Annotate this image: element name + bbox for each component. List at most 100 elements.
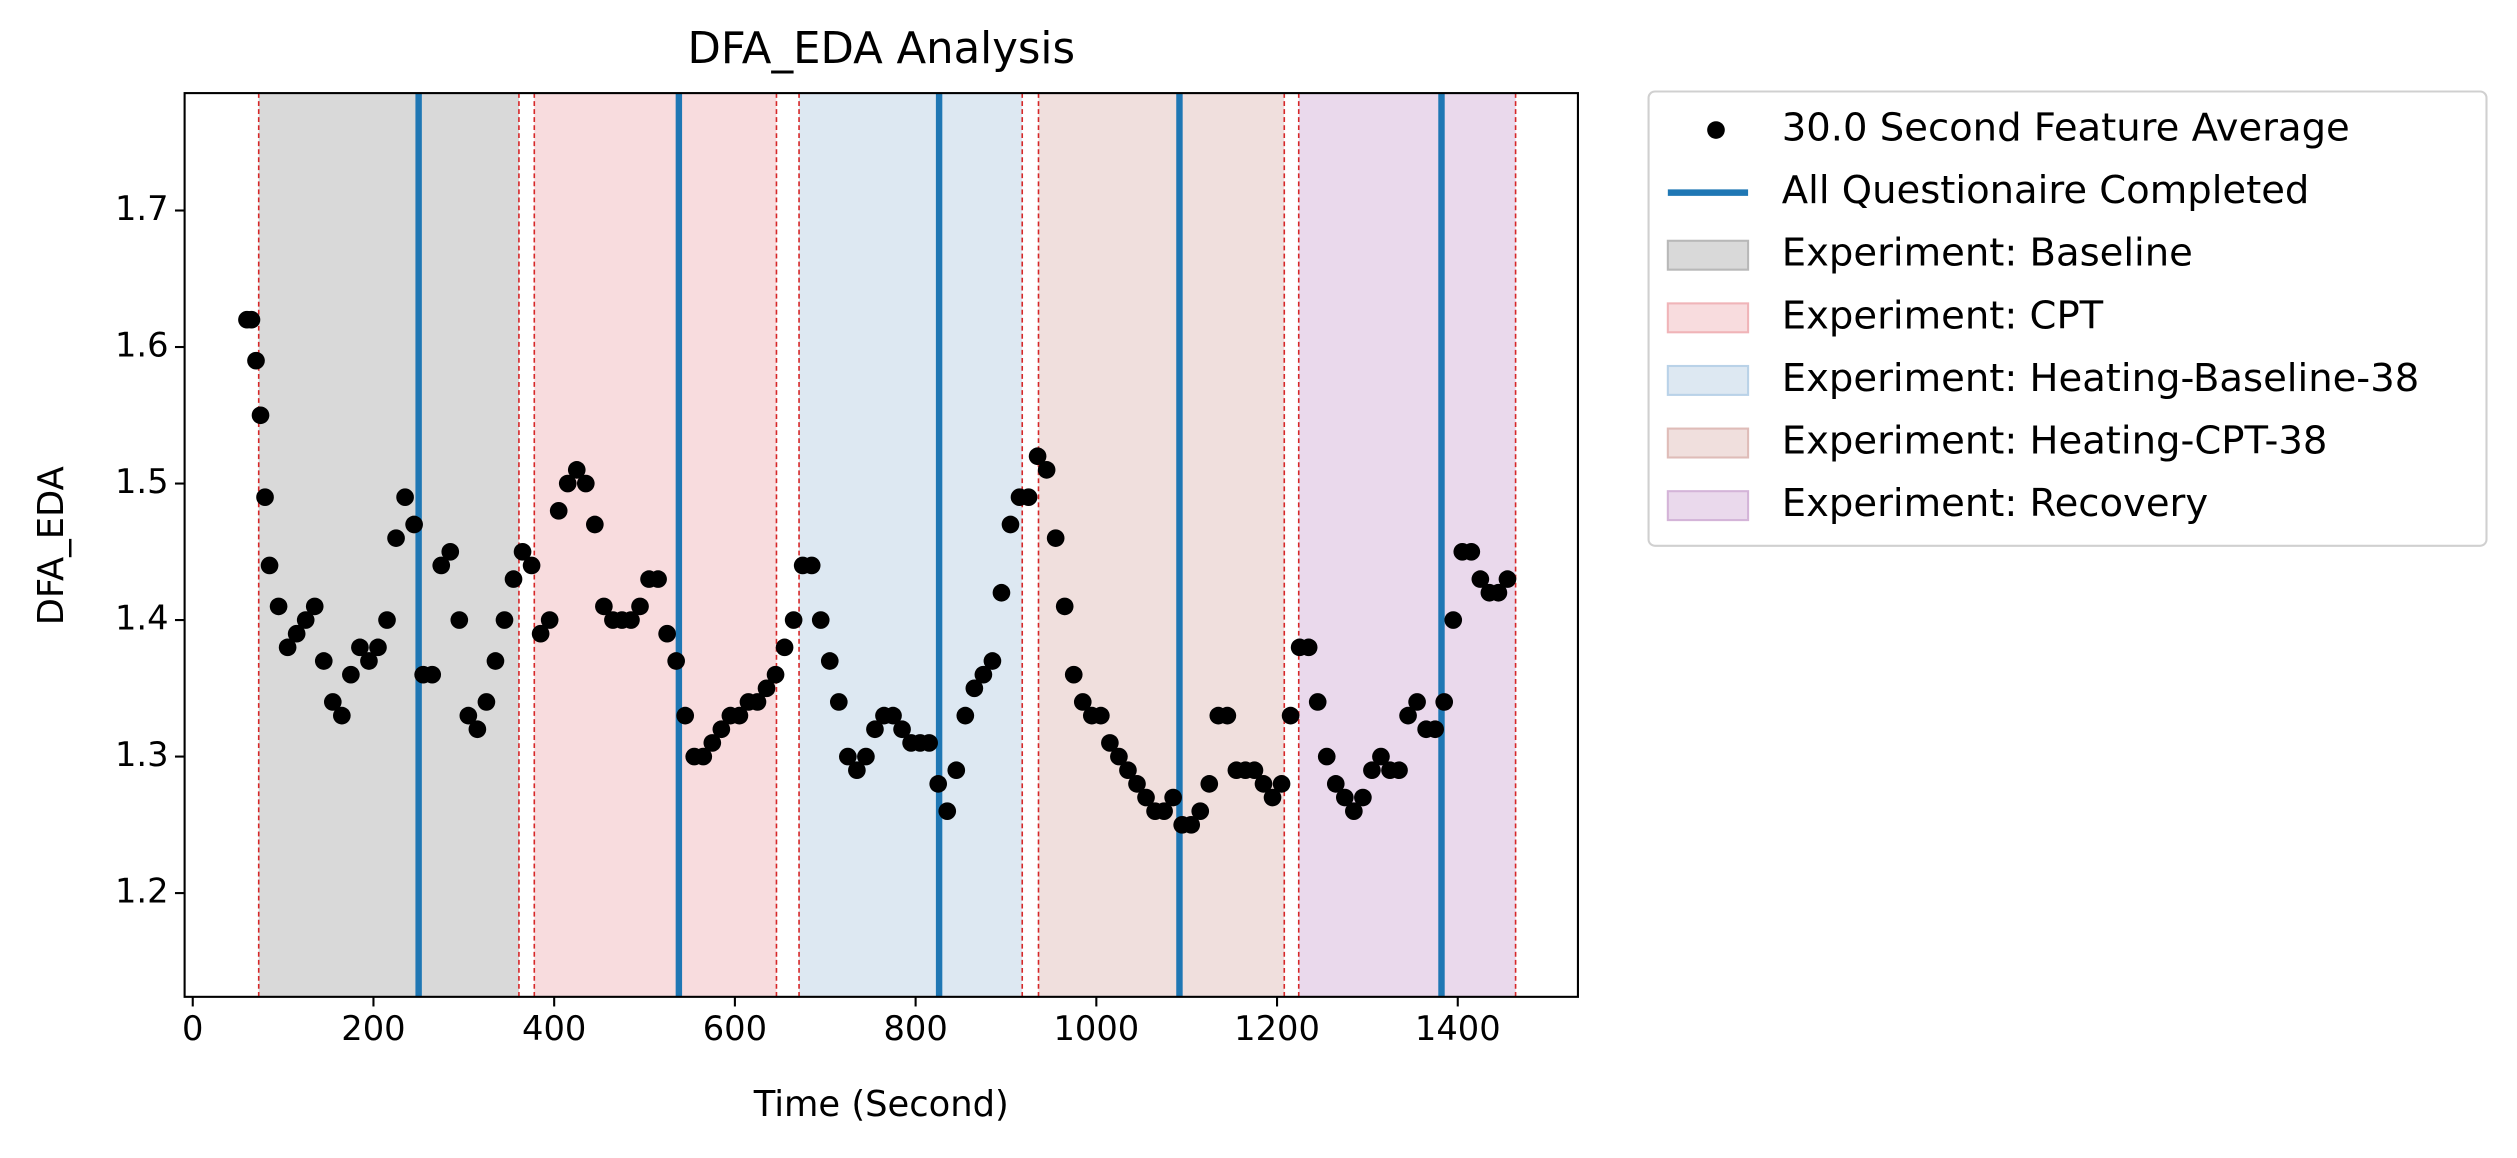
region <box>799 93 1023 997</box>
data-point <box>531 624 550 643</box>
y-tick-label: 1.7 <box>115 189 169 228</box>
data-point <box>1471 570 1490 588</box>
data-point <box>1498 570 1517 588</box>
data-point <box>667 652 685 670</box>
data-point <box>314 652 333 670</box>
data-point <box>567 461 586 479</box>
x-tick-label: 1400 <box>1415 1009 1501 1048</box>
legend-swatch <box>1666 239 1750 271</box>
data-point <box>558 474 577 493</box>
data-point <box>441 542 460 561</box>
data-point <box>1155 802 1173 821</box>
legend-label: Experiment: Heating-Baseline-38 <box>1782 356 2419 401</box>
data-point <box>712 720 731 739</box>
data-point <box>287 624 306 643</box>
data-point <box>893 720 911 739</box>
data-point <box>1335 788 1354 807</box>
data-point <box>432 556 451 575</box>
data-point <box>1444 611 1463 629</box>
x-axis-label: Time (Second) <box>753 1084 1009 1125</box>
data-point <box>459 706 478 725</box>
y-tick-label: 1.6 <box>115 326 169 365</box>
data-point <box>540 611 559 629</box>
data-point <box>983 652 1002 670</box>
data-point <box>703 734 722 752</box>
x-tick-label: 0 <box>182 1009 203 1048</box>
data-point <box>1299 638 1318 657</box>
legend-label: Experiment: CPT <box>1782 293 2104 338</box>
data-point <box>495 611 514 629</box>
y-tick-label: 1.4 <box>115 599 169 638</box>
legend-marker <box>1707 121 1725 139</box>
region <box>1038 93 1285 997</box>
chart-title: DFA_EDA Analysis <box>688 24 1076 74</box>
data-point <box>387 529 405 547</box>
data-point <box>947 761 966 780</box>
region <box>258 93 519 997</box>
data-point <box>549 502 568 520</box>
y-axis-label: DFA_EDA <box>31 466 72 625</box>
data-point <box>278 638 297 657</box>
data-point <box>1317 747 1336 766</box>
data-point <box>784 611 803 629</box>
data-point <box>477 693 496 711</box>
data-point <box>1119 761 1137 780</box>
data-point <box>1390 761 1408 780</box>
data-point <box>811 611 830 629</box>
legend-swatch <box>1666 364 1750 396</box>
data-point <box>839 747 857 766</box>
data-point <box>929 775 948 793</box>
data-point <box>956 706 975 725</box>
data-point <box>857 747 875 766</box>
data-point <box>766 665 785 684</box>
data-point <box>965 679 984 698</box>
data-point <box>595 597 613 616</box>
data-point <box>1326 775 1345 793</box>
data-point <box>351 638 369 657</box>
data-point <box>1137 788 1155 807</box>
legend-label: Experiment: Baseline <box>1782 231 2193 276</box>
data-point <box>631 597 649 616</box>
x-tick-label: 200 <box>341 1009 405 1048</box>
data-point <box>1073 693 1092 711</box>
data-point <box>586 515 604 534</box>
data-point <box>1064 665 1083 684</box>
data-point <box>1182 815 1201 834</box>
data-point <box>974 665 993 684</box>
data-point <box>1372 747 1390 766</box>
data-point <box>405 515 423 534</box>
data-point <box>450 611 469 629</box>
data-point <box>992 583 1011 602</box>
legend-label: Experiment: Heating-CPT-38 <box>1782 419 2328 464</box>
legend-swatch <box>1666 302 1750 334</box>
data-point <box>866 720 884 739</box>
data-point <box>1489 583 1508 602</box>
data-point <box>269 597 288 616</box>
data-point <box>1164 788 1182 807</box>
data-point <box>396 488 414 507</box>
x-tick-label: 1200 <box>1234 1009 1320 1048</box>
x-tick-label: 800 <box>883 1009 947 1048</box>
data-point <box>423 665 442 684</box>
data-point <box>513 542 532 561</box>
data-point <box>1037 461 1056 479</box>
data-point <box>342 665 360 684</box>
legend-swatch <box>1666 427 1750 459</box>
legend-label: 30.0 Second Feature Average <box>1782 106 2350 151</box>
data-point <box>1272 775 1291 793</box>
y-tick-label: 1.5 <box>115 462 169 501</box>
data-point <box>504 570 523 588</box>
data-point <box>369 638 387 657</box>
data-point <box>360 652 378 670</box>
data-point <box>378 611 396 629</box>
data-point <box>576 474 595 493</box>
data-point <box>1254 775 1273 793</box>
data-point <box>1435 693 1454 711</box>
x-tick-label: 400 <box>522 1009 586 1048</box>
data-point <box>1001 515 1020 534</box>
data-point <box>1055 597 1074 616</box>
data-point <box>1191 802 1210 821</box>
data-point <box>522 556 541 575</box>
